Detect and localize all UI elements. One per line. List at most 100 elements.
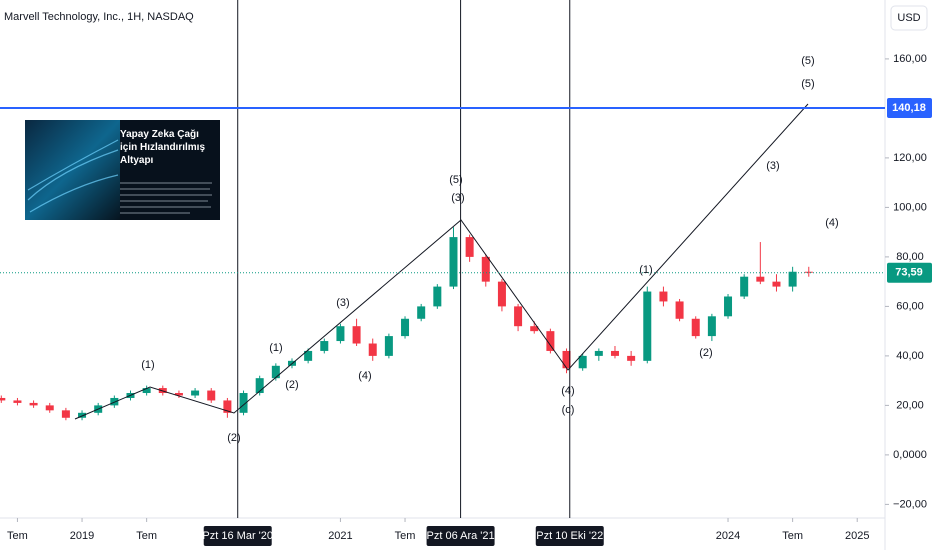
- candle-body: [401, 318, 410, 337]
- x-tick-label: Tem: [395, 530, 416, 542]
- candle-body: [433, 286, 442, 307]
- candle-body: [530, 326, 539, 332]
- candle-body: [45, 405, 54, 411]
- y-tick-label: −20,00: [893, 498, 927, 510]
- candle-body: [0, 397, 6, 401]
- candle-body: [207, 390, 216, 401]
- date-marker-label: Pzt 10 Eki '22: [536, 530, 603, 542]
- y-tick-label: 100,00: [893, 201, 927, 213]
- ad-box[interactable]: Yapay Zeka Çağı için Hızlandırılmış Alty…: [25, 120, 220, 220]
- chart-title: Marvell Technology, Inc., 1H, NASDAQ: [4, 11, 194, 23]
- candle-body: [255, 378, 264, 394]
- wave-label: (1): [269, 342, 282, 354]
- candle-body: [514, 306, 523, 327]
- candle-body: [61, 410, 70, 418]
- candle-body: [675, 301, 684, 319]
- wave-label: (3): [766, 160, 779, 172]
- candle-body: [578, 355, 587, 369]
- candle-body: [174, 393, 183, 396]
- candle-body: [691, 318, 700, 337]
- candle-body: [804, 271, 813, 273]
- y-tick-label: 40,00: [896, 350, 924, 362]
- date-marker-box: [203, 526, 272, 546]
- y-tick-label: 80,00: [896, 251, 924, 263]
- date-marker-box: [535, 526, 604, 546]
- x-tick-label: Tem: [7, 530, 28, 542]
- candle-body: [724, 296, 733, 317]
- candle-body: [627, 355, 636, 361]
- date-marker-label: Pzt 16 Mar '20: [202, 530, 273, 542]
- candle-body: [449, 237, 458, 287]
- y-tick-label: 0,0000: [893, 449, 927, 461]
- ad-image-lines: [27, 139, 119, 213]
- candles: [0, 227, 813, 421]
- candle-body: [223, 400, 232, 413]
- x-tick-label: 2025: [845, 530, 869, 542]
- ad-title: Yapay Zeka Çağı için Hızlandırılmış Alty…: [120, 129, 206, 166]
- y-tick-label: 60,00: [896, 300, 924, 312]
- candle-body: [142, 388, 151, 394]
- candle-body: [78, 412, 87, 418]
- y-tick-label: 160,00: [893, 53, 927, 65]
- date-marker-label: Pzt 06 Ara '21: [427, 530, 495, 542]
- candle-body: [191, 390, 200, 396]
- wave-label: (2): [285, 379, 298, 391]
- wave-label: (1): [141, 359, 154, 371]
- wave-label: (3): [451, 192, 464, 204]
- candle-body: [756, 276, 765, 282]
- y-tick-label: 20,00: [896, 399, 924, 411]
- wave-label: (4): [358, 370, 371, 382]
- candle-body: [368, 343, 377, 356]
- candle-body: [481, 256, 490, 282]
- candle-body: [336, 326, 345, 342]
- wave-label: (4): [825, 217, 838, 229]
- y-tick-label: 120,00: [893, 152, 927, 164]
- candle-body: [788, 271, 797, 287]
- candle-body: [594, 350, 603, 356]
- currency-button[interactable]: [890, 5, 928, 31]
- candle-body: [29, 402, 38, 406]
- candle-body: [304, 350, 313, 361]
- x-tick-label: 2021: [328, 530, 352, 542]
- wave-label: (5): [801, 55, 814, 67]
- x-tick-label: Tem: [136, 530, 157, 542]
- wave-label: (2): [699, 347, 712, 359]
- price-label-box: [887, 97, 932, 118]
- candle-body: [497, 281, 506, 307]
- price-label-box: [887, 262, 932, 283]
- wave-label: (5): [449, 174, 462, 186]
- currency[interactable]: USD: [897, 12, 920, 24]
- price-label: 73,59: [895, 267, 923, 279]
- wave-label: (5): [801, 78, 814, 90]
- date-marker-box: [426, 526, 495, 546]
- candle-body: [707, 316, 716, 337]
- candle-body: [562, 350, 571, 369]
- wave-line: [74, 103, 809, 420]
- candle-body: [417, 306, 426, 319]
- ad-image: [25, 120, 120, 220]
- wave-label: (2): [227, 432, 240, 444]
- ad-title-box: Yapay Zeka Çağı için Hızlandırılmış Alty…: [120, 129, 206, 166]
- candle-body: [352, 326, 361, 344]
- price-label: 140,18: [892, 102, 926, 114]
- wave-label: (3): [336, 297, 349, 309]
- candle-body: [643, 291, 652, 361]
- candle-body: [546, 331, 555, 351]
- wave-label: (c): [562, 404, 575, 416]
- candle-body: [465, 237, 474, 257]
- candle-body: [320, 341, 329, 351]
- candle-body: [740, 276, 749, 297]
- x-tick-label: Tem: [782, 530, 803, 542]
- ad-body-lines: [120, 182, 212, 214]
- wave-label: (1): [639, 264, 652, 276]
- candle-body: [610, 350, 619, 356]
- x-tick-label: 2019: [70, 530, 94, 542]
- candle-body: [772, 281, 781, 287]
- candle-body: [271, 365, 280, 379]
- candle-body: [384, 336, 393, 356]
- candle-body: [239, 393, 248, 413]
- candle-body: [659, 291, 668, 302]
- candle-body: [13, 400, 22, 403]
- x-tick-label: 2024: [716, 530, 740, 542]
